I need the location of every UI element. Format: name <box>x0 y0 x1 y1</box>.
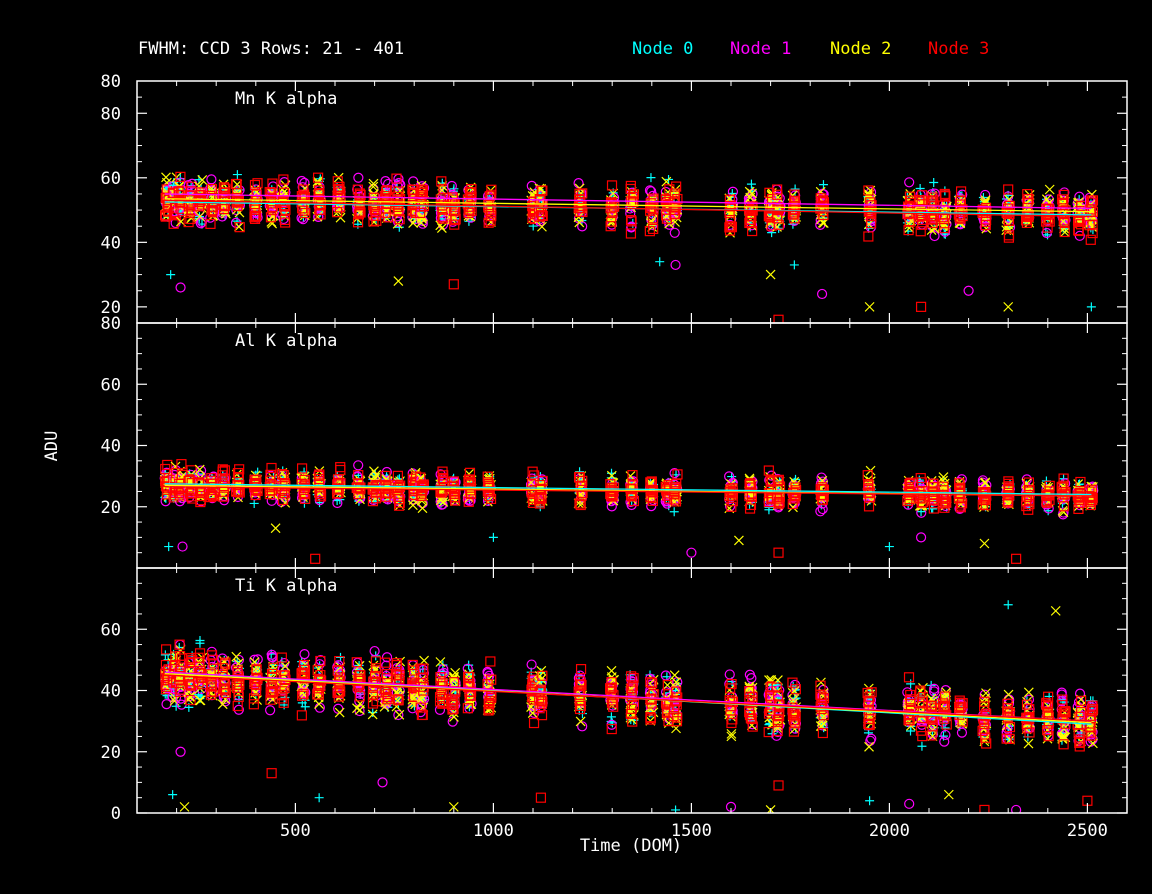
legend-node-2: Node 2 <box>830 39 891 59</box>
y-tick-label: 40 <box>101 437 121 457</box>
legend-node-0: Node 0 <box>632 39 693 59</box>
legend-node-1: Node 1 <box>730 39 791 59</box>
y-tick-label: 40 <box>101 233 121 253</box>
panel-label: Al K alpha <box>235 331 337 351</box>
y-tick-label: 60 <box>101 169 121 189</box>
y-tick-label-top: 80 <box>101 72 121 92</box>
y-tick-label-top: 80 <box>101 314 121 334</box>
chart-title: FWHM: CCD 3 Rows: 21 - 401 <box>138 39 404 59</box>
panel-label: Mn K alpha <box>235 89 337 109</box>
y-axis-label: ADU <box>42 431 62 462</box>
x-axis-label: Time (DOM) <box>580 836 682 856</box>
y-tick-label: 80 <box>101 104 121 124</box>
y-tick-label: 60 <box>101 375 121 395</box>
legend-node-3: Node 3 <box>928 39 989 59</box>
y-tick-label: 20 <box>101 498 121 518</box>
